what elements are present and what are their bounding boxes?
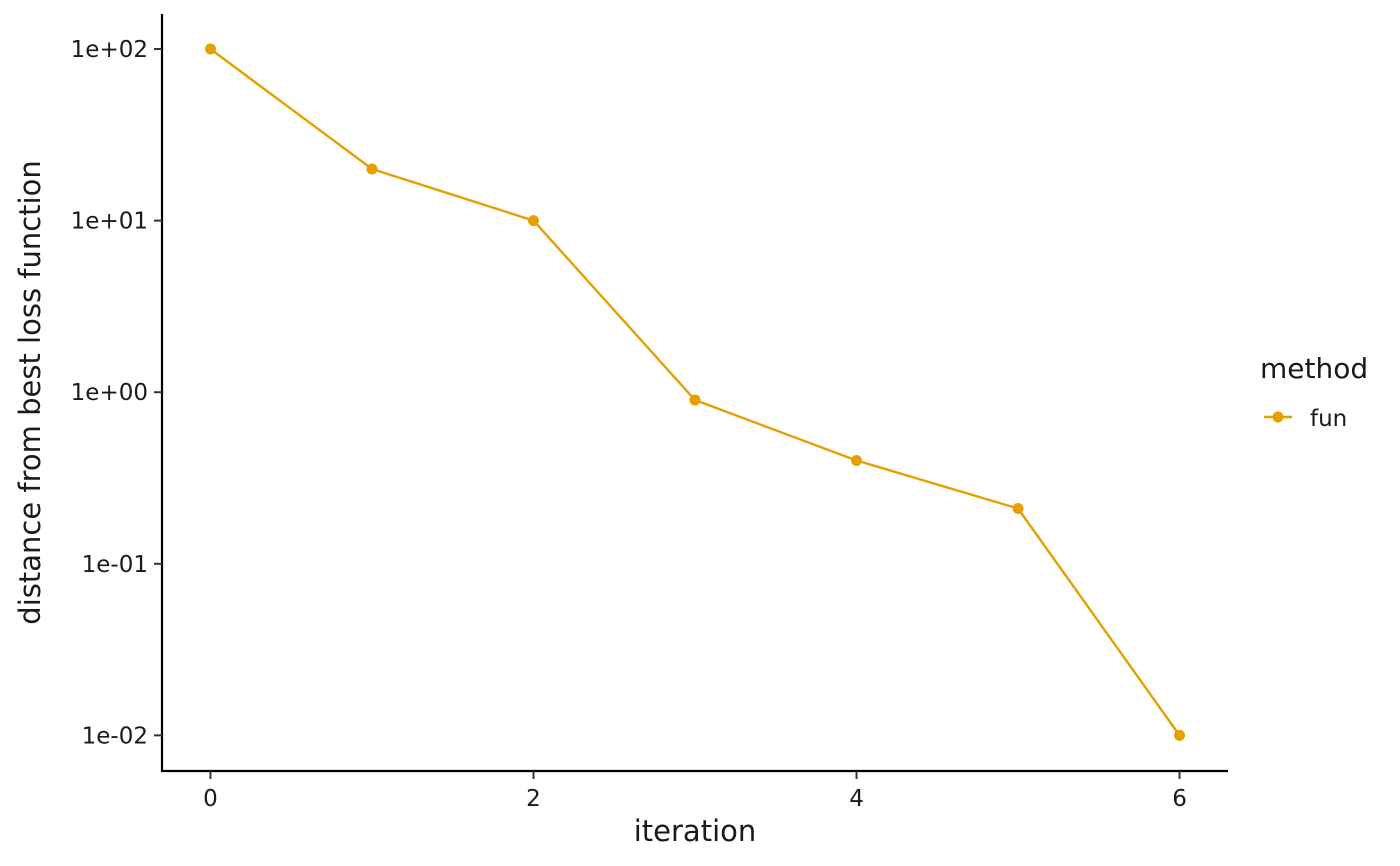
y-axis-title: distance from best loss function [13, 160, 47, 624]
y-tick-label: 1e+02 [71, 37, 148, 63]
x-tick-label: 2 [526, 786, 541, 812]
data-point [527, 215, 539, 227]
y-tick: 1e+02 [71, 37, 162, 63]
data-point [366, 163, 378, 175]
legend: method fun [1260, 352, 1368, 432]
data-point [689, 394, 701, 406]
x-tick: 4 [849, 771, 864, 812]
legend-label: fun [1310, 406, 1347, 432]
x-tick: 2 [526, 771, 541, 812]
y-tick: 1e+00 [71, 380, 162, 406]
y-tick-label: 1e+00 [71, 380, 148, 406]
y-axis-ticks: 1e+02 1e+01 1e+00 1e-01 1e-02 [71, 37, 162, 749]
x-tick-label: 4 [849, 786, 864, 812]
legend-key-point [1272, 411, 1284, 423]
x-tick: 6 [1172, 771, 1187, 812]
y-tick: 1e-01 [82, 552, 162, 578]
x-tick-label: 0 [203, 786, 218, 812]
legend-items: fun [1264, 406, 1347, 432]
data-point [851, 454, 863, 466]
series-fun [204, 43, 1186, 741]
legend-title: method [1260, 352, 1368, 385]
y-tick-label: 1e-02 [82, 723, 148, 749]
series-layer [204, 43, 1186, 741]
x-tick: 0 [203, 771, 218, 812]
y-tick-label: 1e+01 [71, 209, 148, 235]
x-axis-ticks: 0 2 4 6 [203, 771, 1187, 812]
y-tick: 1e-02 [82, 723, 162, 749]
y-tick: 1e+01 [71, 209, 162, 235]
data-point [1012, 502, 1024, 514]
x-axis-title: iteration [634, 814, 757, 848]
plot-area [204, 43, 1186, 741]
y-tick-label: 1e-01 [82, 552, 148, 578]
series-line [209, 48, 1181, 737]
data-point [1174, 729, 1186, 741]
data-point [204, 43, 216, 55]
legend-item: fun [1264, 406, 1347, 432]
x-tick-label: 6 [1172, 786, 1187, 812]
